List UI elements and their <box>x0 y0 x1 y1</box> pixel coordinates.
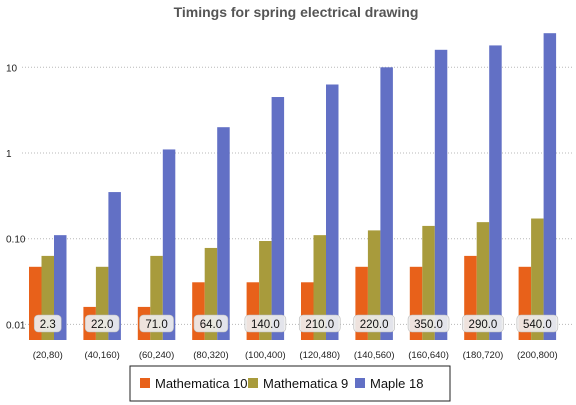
x-axis-ticks: (20,80) (40,160) (60,240) (80,320) (100,400)… <box>33 350 558 361</box>
bar <box>217 127 230 341</box>
x-tick-label: (20,80) <box>33 350 63 361</box>
bars <box>29 33 557 341</box>
bar <box>313 235 326 340</box>
data-label-bg <box>462 314 504 333</box>
legend-label: Maple 18 <box>370 376 423 391</box>
bar <box>54 235 67 340</box>
bar <box>489 45 502 340</box>
x-tick-label: (120,480) <box>299 350 340 361</box>
x-tick-label: (180,720) <box>463 350 504 361</box>
x-tick-label: (200,800) <box>517 350 558 361</box>
bar <box>367 230 381 340</box>
bar <box>422 225 435 340</box>
x-tick-label: (40,160) <box>84 350 119 361</box>
data-label-bg <box>193 314 229 333</box>
legend-label: Mathematica 10 <box>155 376 248 391</box>
data-label-bg <box>244 314 287 333</box>
data-label-bg <box>84 314 120 333</box>
data-label: 290.0 <box>469 319 498 331</box>
data-label: 540.0 <box>523 319 552 331</box>
bar <box>108 192 121 340</box>
data-label-bg <box>407 314 450 333</box>
y-tick-label: 0.01 <box>6 320 26 331</box>
data-label: 220.0 <box>360 319 389 331</box>
data-label: 22.0 <box>91 319 113 331</box>
data-labels: 2.3 22.0 71.0 64.0 140.0 210.0 220.0 350.0 290.0… <box>33 314 559 333</box>
x-tick-label: (100,400) <box>245 350 286 361</box>
data-label: 140.0 <box>251 319 280 331</box>
data-label-bg <box>139 314 174 333</box>
data-label-bg <box>516 314 559 333</box>
legend-box <box>129 365 451 402</box>
y-axis-ticks: 0.01 0.10 1 10 <box>6 63 26 331</box>
bar <box>271 97 285 340</box>
legend: Mathematica 10 Mathematica 9 Maple 18 <box>129 365 451 402</box>
data-label: 350.0 <box>414 319 443 331</box>
data-label: 64.0 <box>200 319 222 331</box>
bar <box>434 49 448 341</box>
x-tick-label: (140,560) <box>354 350 395 361</box>
legend-swatch <box>248 378 258 388</box>
y-tick-label: 10 <box>6 63 18 74</box>
legend-label: Mathematica 9 <box>263 376 348 391</box>
data-label: 71.0 <box>145 319 167 331</box>
data-label-bg <box>33 314 62 333</box>
y-tick-label: 0.10 <box>6 235 26 246</box>
bar <box>380 67 393 341</box>
y-tick-label: 1 <box>6 149 12 160</box>
data-label: 2.3 <box>40 319 56 331</box>
data-label-bg <box>298 314 341 333</box>
legend-swatch <box>355 378 365 388</box>
chart-title: Timings for spring electrical drawing <box>174 4 419 20</box>
data-label: 210.0 <box>305 319 334 331</box>
bar <box>531 218 544 340</box>
x-tick-label: (60,240) <box>139 350 174 361</box>
bar <box>326 84 339 340</box>
bar <box>476 222 490 340</box>
x-tick-label: (80,320) <box>193 350 228 361</box>
bar <box>162 149 176 340</box>
legend-swatch <box>140 378 150 388</box>
bar <box>543 33 557 341</box>
data-label-bg <box>353 314 395 333</box>
x-tick-label: (160,640) <box>408 350 449 361</box>
